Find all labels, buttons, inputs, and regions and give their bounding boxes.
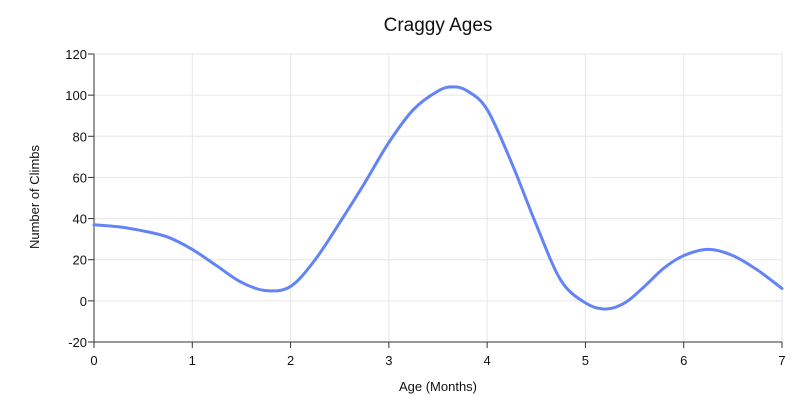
x-tick-label: 7 bbox=[778, 353, 785, 368]
x-tick-label: 3 bbox=[385, 353, 392, 368]
series-group bbox=[92, 85, 784, 311]
y-axis-label: Number of Climbs bbox=[27, 144, 42, 249]
y-tick-label: 100 bbox=[65, 88, 87, 103]
gridlines bbox=[93, 53, 783, 343]
y-tick-label: -20 bbox=[68, 335, 87, 350]
x-tick-label: 5 bbox=[582, 353, 589, 368]
x-tick-label: 1 bbox=[189, 353, 196, 368]
x-tick-label: 0 bbox=[90, 353, 97, 368]
series-line bbox=[92, 85, 784, 311]
x-tick-label: 6 bbox=[680, 353, 687, 368]
axes bbox=[88, 53, 783, 348]
chart-title: Craggy Ages bbox=[384, 15, 493, 36]
x-tick-label: 4 bbox=[484, 353, 491, 368]
x-tick-label: 2 bbox=[287, 353, 294, 368]
y-tick-label: 20 bbox=[73, 253, 87, 268]
y-tick-label: 0 bbox=[80, 294, 87, 309]
x-axis-label: Age (Months) bbox=[399, 379, 477, 394]
y-tick-label: 80 bbox=[73, 129, 87, 144]
y-tick-label: 40 bbox=[73, 212, 87, 227]
y-tick-label: 120 bbox=[65, 47, 87, 62]
y-tick-label: 60 bbox=[73, 170, 87, 185]
